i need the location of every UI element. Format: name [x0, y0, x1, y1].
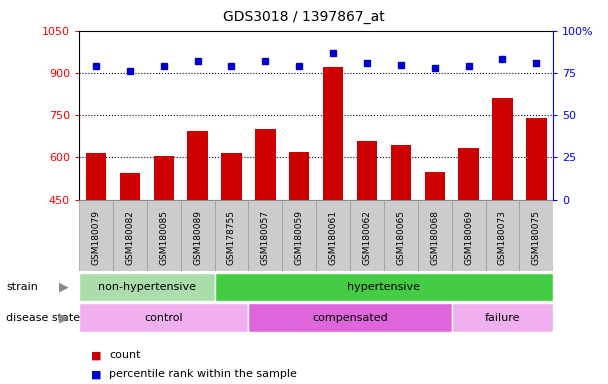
Text: count: count — [109, 350, 141, 360]
Bar — [519, 200, 553, 271]
Text: GSM178755: GSM178755 — [227, 210, 236, 265]
Text: GSM180065: GSM180065 — [396, 210, 406, 265]
Bar — [323, 67, 344, 326]
Text: GSM180085: GSM180085 — [159, 210, 168, 265]
Bar — [289, 152, 309, 326]
Text: GSM180062: GSM180062 — [362, 210, 371, 265]
Bar — [79, 200, 113, 271]
Text: GSM180079: GSM180079 — [91, 210, 100, 265]
Bar — [350, 200, 384, 271]
Bar — [221, 153, 241, 326]
Text: failure: failure — [485, 313, 520, 323]
Bar — [79, 273, 215, 301]
Bar — [255, 129, 275, 326]
Text: ■: ■ — [91, 350, 102, 360]
Text: GDS3018 / 1397867_at: GDS3018 / 1397867_at — [223, 10, 385, 23]
Bar — [113, 200, 147, 271]
Text: percentile rank within the sample: percentile rank within the sample — [109, 369, 297, 379]
Text: GSM180082: GSM180082 — [125, 210, 134, 265]
Text: hypertensive: hypertensive — [347, 282, 420, 292]
Text: ▶: ▶ — [59, 281, 69, 293]
Text: strain: strain — [6, 282, 38, 292]
Text: ■: ■ — [91, 369, 102, 379]
Bar — [215, 273, 553, 301]
Bar — [187, 131, 208, 326]
Bar — [424, 172, 445, 326]
Text: GSM180068: GSM180068 — [430, 210, 439, 265]
Bar — [147, 200, 181, 271]
Bar — [181, 200, 215, 271]
Bar — [316, 200, 350, 271]
Bar — [249, 303, 452, 332]
Bar — [249, 200, 282, 271]
Bar — [86, 153, 106, 326]
Text: GSM180075: GSM180075 — [532, 210, 541, 265]
Text: GSM180069: GSM180069 — [464, 210, 473, 265]
Text: compensated: compensated — [312, 313, 388, 323]
Text: control: control — [145, 313, 183, 323]
Bar — [120, 174, 140, 326]
Bar — [79, 303, 249, 332]
Text: GSM180059: GSM180059 — [295, 210, 304, 265]
Bar — [215, 200, 249, 271]
Text: GSM180057: GSM180057 — [261, 210, 270, 265]
Bar — [418, 200, 452, 271]
Bar — [492, 98, 513, 326]
Bar — [384, 200, 418, 271]
Bar — [486, 200, 519, 271]
Text: GSM180089: GSM180089 — [193, 210, 202, 265]
Bar — [458, 147, 478, 326]
Text: GSM180073: GSM180073 — [498, 210, 507, 265]
Bar — [526, 118, 547, 326]
Bar — [452, 303, 553, 332]
Bar — [452, 200, 486, 271]
Text: ▶: ▶ — [59, 311, 69, 324]
Bar — [282, 200, 316, 271]
Bar — [154, 156, 174, 326]
Text: disease state: disease state — [6, 313, 80, 323]
Bar — [357, 141, 377, 326]
Text: non-hypertensive: non-hypertensive — [98, 282, 196, 292]
Text: GSM180061: GSM180061 — [328, 210, 337, 265]
Bar — [391, 145, 411, 326]
